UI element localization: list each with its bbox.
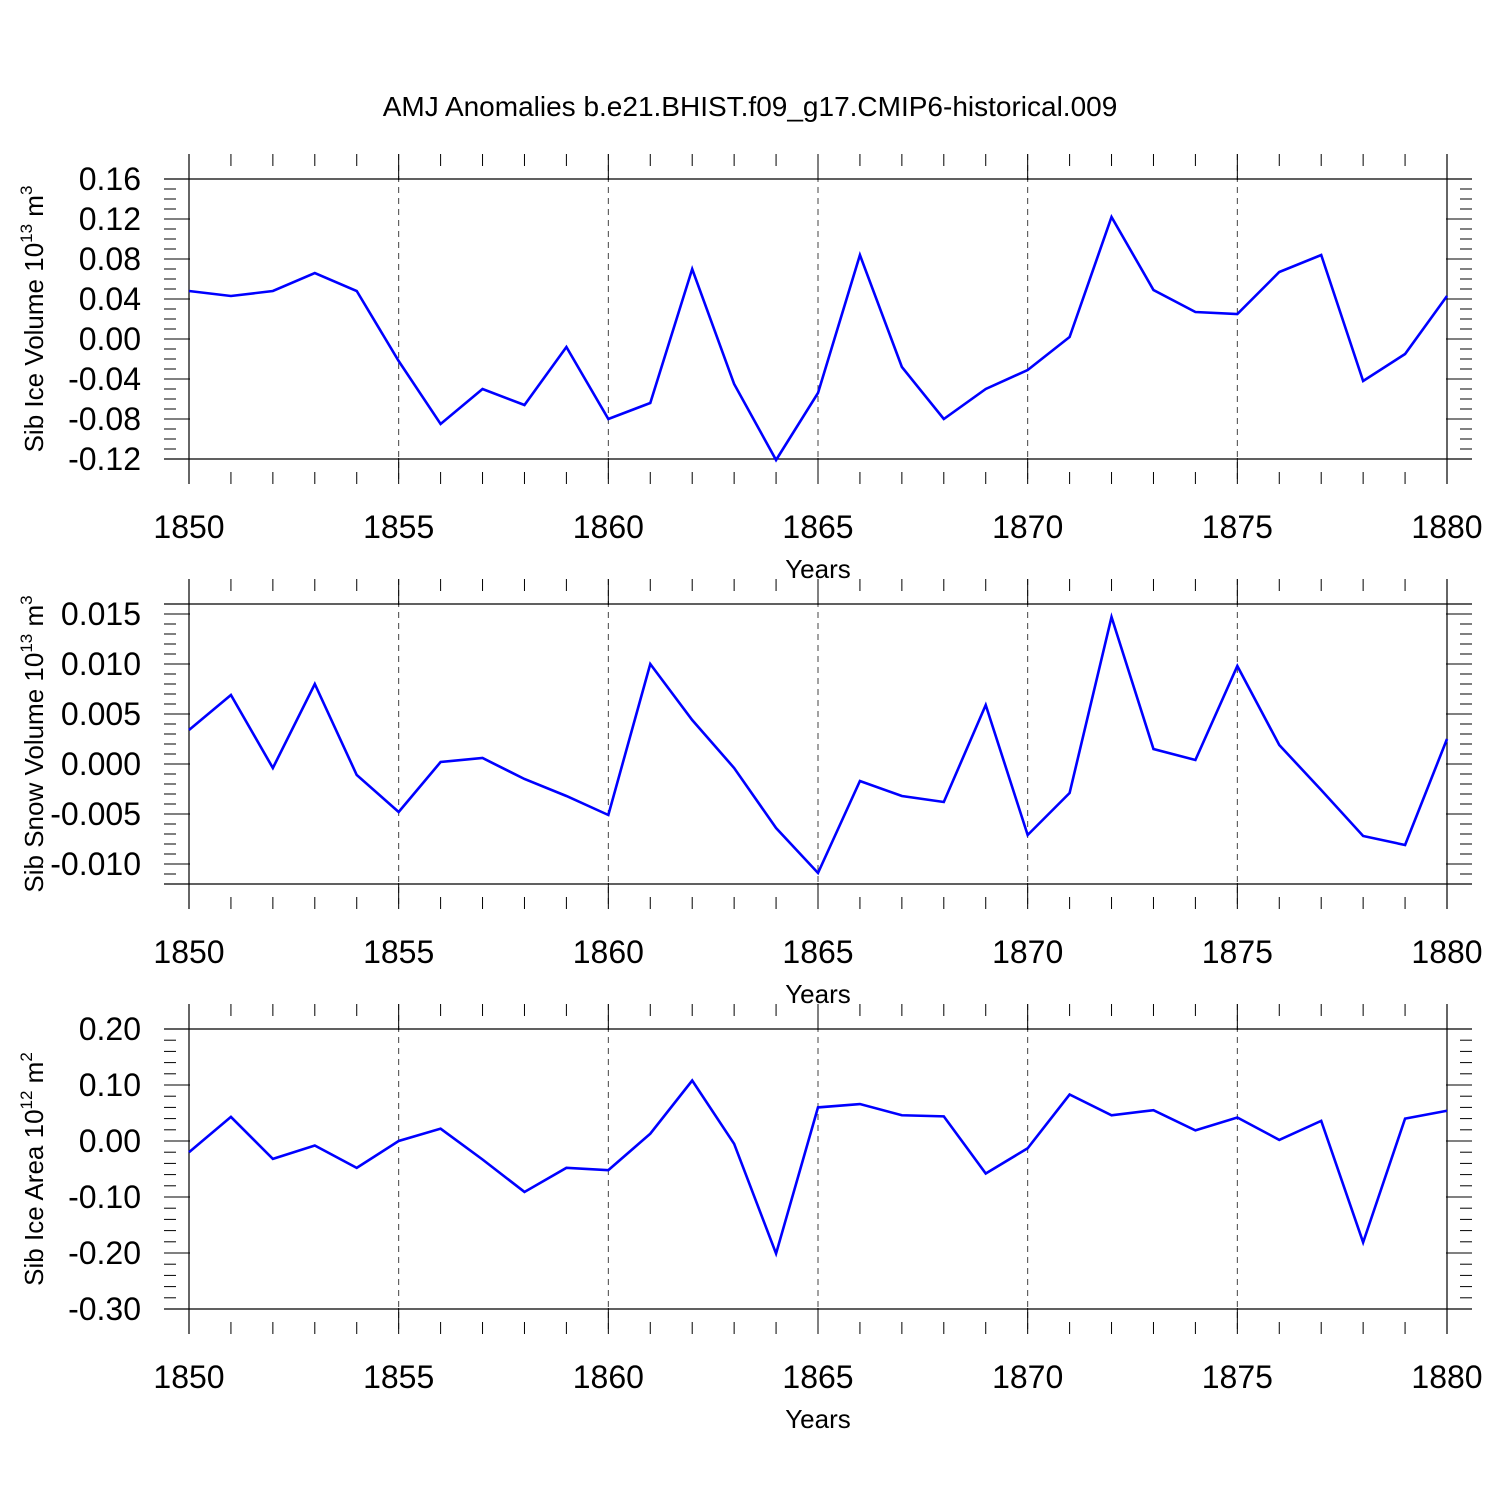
y-tick-label: 0.12 [79,201,141,237]
y-axis-label: Sib Ice Volume 1013 m3 [17,186,49,453]
y-tick-label: 0.00 [79,321,141,357]
panel-1: 0.16 0.12 0.08 0.04 0.00 -0.04 -0.08 -0.12 1850 1… [17,154,1483,584]
y-axis-label-superscript: 3 [17,186,36,195]
y-tick-label: 0.00 [79,1123,141,1159]
y-tick-label: -0.005 [50,796,141,832]
y-axis-label: Sib Ice Area 1012 m2 [17,1052,49,1286]
y-tick-label: 0.005 [61,696,141,732]
x-tick-label: 1855 [363,934,434,970]
y-axis-label-text: Sib Ice Area 10 [19,1109,49,1285]
y-axis-label-text: Sib Snow Volume 10 [19,653,49,893]
x-tick-label: 1850 [153,934,224,970]
x-tick-label: 1855 [363,1359,434,1395]
y-tick-label: 0.20 [79,1011,141,1047]
y-tick-label: -0.10 [68,1179,141,1215]
y-axis-label-superscript: 13 [17,634,36,653]
series-line [188,1078,1448,1258]
x-tick-label: 1860 [573,934,644,970]
y-tick-label: -0.12 [68,441,141,477]
x-tick-label: 1865 [782,509,853,545]
x-tick-label: 1875 [1202,509,1273,545]
x-tick-label: 1880 [1411,509,1482,545]
figure-title: AMJ Anomalies b.e21.BHIST.f09_g17.CMIP6-… [383,91,1118,122]
y-axis-label-text: Sib Ice Volume 10 [19,243,49,453]
y-axis-label-superscript: 13 [17,224,36,243]
panel-3: 0.20 0.10 0.00 -0.10 -0.20 -0.30 1850 1855 1860 1… [17,1004,1483,1434]
y-tick-label: 0.04 [79,281,141,317]
x-tick-label: 1850 [153,509,224,545]
y-axis-label-text: m [19,605,49,634]
y-axis-label-superscript: 12 [17,1091,36,1110]
series-line [188,612,1449,876]
y-tick-label: -0.30 [68,1291,141,1327]
y-tick-label: 0.015 [61,596,141,632]
x-tick-label: 1850 [153,1359,224,1395]
y-tick-label: -0.04 [68,361,141,397]
y-tick-label: 0.10 [79,1067,141,1103]
y-tick-label: 0.08 [79,241,141,277]
x-tick-label: 1865 [782,1359,853,1395]
y-tick-label: 0.16 [79,161,141,197]
y-tick-label: -0.20 [68,1235,141,1271]
x-tick-label: 1870 [992,934,1063,970]
x-tick-label: 1870 [992,1359,1063,1395]
x-tick-label: 1875 [1202,1359,1273,1395]
y-axis-label-text: m [19,1062,49,1091]
y-tick-label: 0.010 [61,646,141,682]
x-tick-label: 1880 [1411,934,1482,970]
y-axis-label-text: m [19,195,49,224]
x-tick-label: 1860 [573,509,644,545]
x-tick-label: 1860 [573,1359,644,1395]
x-tick-label: 1855 [363,509,434,545]
x-axis-label: Years [785,1404,851,1434]
x-tick-label: 1875 [1202,934,1273,970]
y-tick-label: -0.08 [68,401,141,437]
y-axis-label-superscript: 2 [17,1052,36,1061]
y-tick-label: -0.010 [50,846,141,882]
y-axis-label: Sib Snow Volume 1013 m3 [17,595,49,892]
y-tick-label: 0.000 [61,746,141,782]
x-tick-label: 1870 [992,509,1063,545]
x-tick-label: 1880 [1411,1359,1482,1395]
y-axis-label-superscript: 3 [17,595,36,604]
series-line [188,213,1449,463]
x-tick-label: 1865 [782,934,853,970]
panel-2: 0.015 0.010 0.005 0.000 -0.005 -0.010 1850 1855… [17,579,1483,1009]
